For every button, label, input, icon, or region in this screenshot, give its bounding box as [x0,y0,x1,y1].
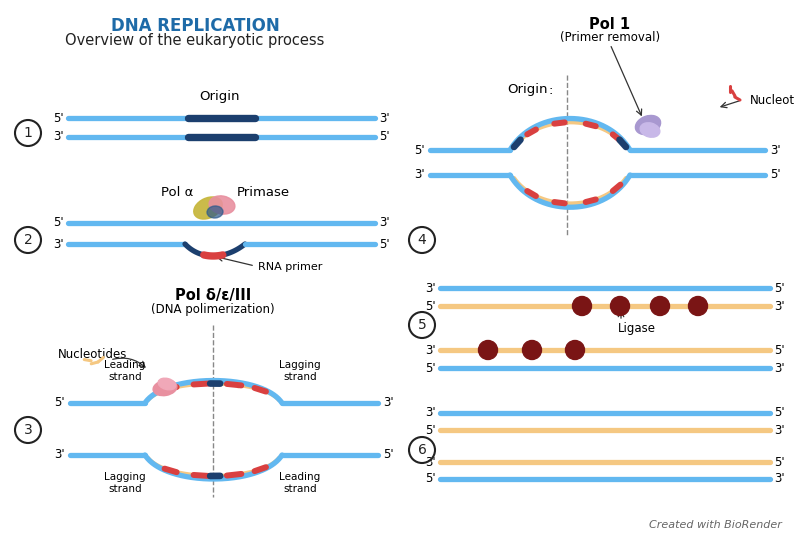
Text: 5': 5' [774,456,784,469]
Text: 3': 3' [774,424,784,437]
Text: Leading
strand: Leading strand [104,359,145,382]
Text: 5': 5' [426,300,436,313]
Text: 5': 5' [426,424,436,437]
Text: 5: 5 [418,318,426,332]
Circle shape [650,296,669,315]
Text: 6: 6 [418,443,426,457]
Circle shape [611,296,630,315]
Text: 5': 5' [770,168,781,181]
Ellipse shape [640,123,660,137]
Text: 5': 5' [379,237,390,250]
Text: 3: 3 [24,423,33,437]
Circle shape [572,296,592,315]
Text: 5': 5' [426,362,436,375]
Text: Origin: Origin [507,84,548,97]
Circle shape [479,340,498,359]
Text: 3': 3' [426,281,436,294]
Text: 5': 5' [54,396,65,409]
Text: Pol α: Pol α [160,186,193,199]
Text: DNA REPLICATION: DNA REPLICATION [110,17,279,35]
Text: Created with BioRender: Created with BioRender [649,520,782,530]
Text: 5': 5' [774,407,784,420]
Text: 3': 3' [53,237,64,250]
Text: Overview of the eukaryotic process: Overview of the eukaryotic process [65,33,325,48]
Text: 3': 3' [426,407,436,420]
Text: 3': 3' [379,111,390,124]
Text: 5': 5' [426,472,436,485]
Text: 3': 3' [379,217,390,230]
Text: 5': 5' [53,217,64,230]
Text: RNA primer: RNA primer [258,262,322,272]
Text: Nucleotides: Nucleotides [750,93,794,106]
Text: (DNA polimerization): (DNA polimerization) [151,303,275,316]
Text: 3': 3' [383,396,394,409]
Circle shape [522,340,542,359]
Text: 3': 3' [414,168,425,181]
Text: Pol 1: Pol 1 [589,17,630,32]
Text: 5': 5' [414,143,425,156]
Text: Primase: Primase [237,186,290,199]
Text: Lagging
strand: Lagging strand [279,359,321,382]
Text: 3': 3' [770,143,781,156]
Text: 3': 3' [426,344,436,357]
Text: 3': 3' [774,362,784,375]
Ellipse shape [209,196,235,214]
Text: :: : [549,84,553,97]
Text: 3': 3' [426,456,436,469]
Ellipse shape [207,206,223,218]
Text: 5': 5' [383,449,394,462]
Text: Nucleotides: Nucleotides [58,349,127,362]
Text: Lagging
strand: Lagging strand [104,472,146,494]
Ellipse shape [153,380,177,396]
Text: Origin: Origin [200,90,241,103]
Ellipse shape [158,378,175,390]
Ellipse shape [635,116,661,135]
Circle shape [688,296,707,315]
Text: 1: 1 [24,126,33,140]
Text: 4: 4 [418,233,426,247]
Text: Leading
strand: Leading strand [279,472,321,494]
Ellipse shape [194,197,222,219]
Text: 2: 2 [24,233,33,247]
Text: 3': 3' [774,300,784,313]
Text: 3': 3' [53,130,64,143]
Text: 5': 5' [774,281,784,294]
Text: Pol δ/ε/III: Pol δ/ε/III [175,288,251,303]
Text: 5': 5' [379,130,390,143]
Circle shape [565,340,584,359]
Text: 3': 3' [774,472,784,485]
Text: 3': 3' [54,449,65,462]
Text: (Primer removal): (Primer removal) [560,31,660,44]
Text: 5': 5' [53,111,64,124]
Text: 5': 5' [774,344,784,357]
Text: Ligase: Ligase [618,322,656,335]
